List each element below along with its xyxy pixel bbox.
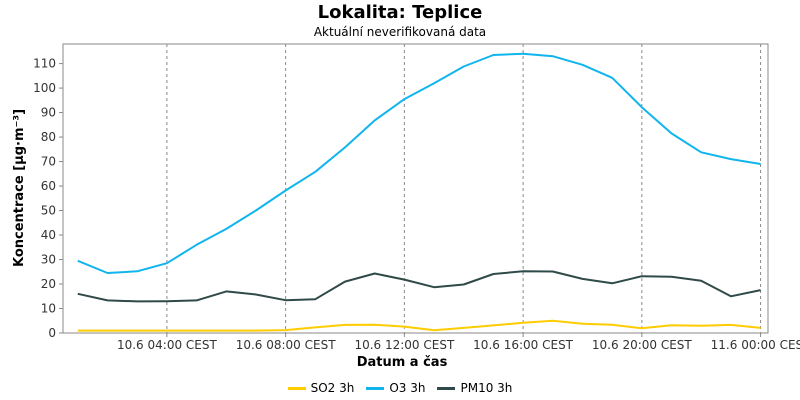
y-tick-label: 110 xyxy=(33,57,56,71)
series-line-pm10-3h xyxy=(77,270,761,303)
series-line-so2-3h xyxy=(77,319,761,332)
x-tick-label: 10.6 16:00 CEST xyxy=(473,338,574,352)
y-tick-label: 90 xyxy=(41,106,56,120)
legend-label: SO2 3h xyxy=(310,381,355,395)
chart-title: Lokalita: Teplice xyxy=(317,2,483,23)
legend-item: SO2 3h xyxy=(287,381,355,395)
x-tick-label: 11.6 00:00 CEST xyxy=(711,338,800,352)
legend-label: PM10 3h xyxy=(460,381,513,395)
grid-layer xyxy=(166,44,762,333)
legend-item: PM10 3h xyxy=(437,381,512,395)
y-tick-label: 70 xyxy=(41,155,56,169)
legend-swatch xyxy=(287,386,306,390)
chart-legend: SO2 3h O3 3h PM10 3h xyxy=(0,381,800,395)
y-tick-label: 60 xyxy=(41,179,56,193)
y-tick-label: 50 xyxy=(41,204,56,218)
y-tick-label: 100 xyxy=(33,81,56,95)
y-tick-label: 0 xyxy=(48,326,56,340)
legend-swatch xyxy=(437,386,456,390)
plot-area xyxy=(62,43,769,334)
x-axis-label: Datum a čas xyxy=(357,355,448,370)
legend-swatch xyxy=(366,386,385,390)
series-line-o3-3h xyxy=(77,52,761,274)
y-tick-label: 40 xyxy=(41,228,56,242)
legend-label: O3 3h xyxy=(389,381,426,395)
y-tick-label: 10 xyxy=(41,302,56,316)
x-tick-label: 10.6 12:00 CEST xyxy=(354,338,455,352)
y-axis-label: Koncentrace [µg·m⁻³] xyxy=(12,109,27,267)
y-tick-label: 80 xyxy=(41,130,56,144)
chart-plot: 10.6 04:00 CEST 10.6 08:00 CEST 10.6 12:00… xyxy=(12,43,800,370)
x-tick-label: 10.6 04:00 CEST xyxy=(117,338,218,352)
axis-layer: 10.6 04:00 CEST 10.6 08:00 CEST 10.6 12:00… xyxy=(33,57,800,352)
y-tick-label: 20 xyxy=(41,277,56,291)
x-tick-label: 10.6 08:00 CEST xyxy=(236,338,337,352)
x-tick-label: 10.6 20:00 CEST xyxy=(592,338,693,352)
legend-item: O3 3h xyxy=(366,381,425,395)
y-tick-label: 30 xyxy=(41,253,56,267)
series-layer xyxy=(77,52,761,332)
chart-subtitle: Aktuální neverifikovaná data xyxy=(313,25,487,39)
